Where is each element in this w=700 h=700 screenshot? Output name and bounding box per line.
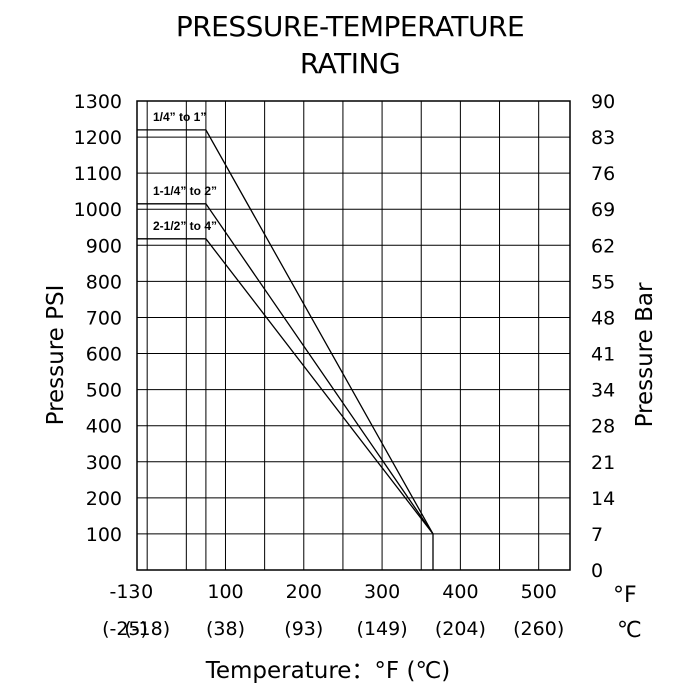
x-tick-label-f: 300	[364, 581, 400, 603]
y-tick-label-bar: 0	[591, 560, 603, 582]
y-tick-label-bar: 90	[591, 91, 615, 113]
y-tick-label-psi: 200	[86, 488, 122, 510]
x-tick-label-c: (204)	[435, 618, 486, 640]
y-tick-label-psi: 1300	[74, 91, 122, 113]
y-tick-label-psi: 700	[86, 308, 122, 330]
series-lines	[137, 129, 434, 570]
series-labels: 1/4” to 1” 1-1/4” to 2” 2-1/2” to 4”	[153, 110, 217, 233]
x-axis-label: Temperature：°F (℃)	[205, 658, 451, 684]
series-line-2	[137, 203, 434, 535]
y-tick-label-psi: 1100	[74, 163, 122, 185]
chart-title-line2: RATING	[299, 47, 401, 80]
y-tick-label-bar: 76	[591, 163, 615, 185]
y-tick-label-bar: 48	[591, 308, 615, 330]
y-tick-label-psi: 500	[86, 380, 122, 402]
series-label-3: 2-1/2” to 4”	[153, 219, 217, 233]
y-tick-label-psi: 600	[86, 344, 122, 366]
x-tick-label-f: 100	[207, 581, 243, 603]
y-tick-label-bar: 62	[591, 235, 615, 257]
tick-labels: 1002003004005006007008009001000110012001…	[74, 91, 616, 640]
x-tick-label-f: 500	[521, 581, 557, 603]
y-axis-label-psi: Pressure PSI	[43, 285, 69, 426]
x-tick-label-f: 200	[286, 581, 322, 603]
y-tick-label-bar: 28	[591, 416, 615, 438]
y-tick-label-psi: 300	[86, 452, 122, 474]
y-tick-label-bar: 34	[591, 380, 615, 402]
x-tick-label-c: (93)	[284, 618, 323, 640]
x-unit-c: ℃	[617, 618, 642, 643]
y-tick-label-psi: 800	[86, 271, 122, 293]
y-tick-label-psi: 100	[86, 524, 122, 546]
y-tick-label-bar: 69	[591, 199, 615, 221]
y-tick-label-psi: 1200	[74, 127, 122, 149]
series-line-3	[137, 238, 434, 535]
series-line-1	[137, 129, 434, 570]
x-tick-label-f: 400	[442, 581, 478, 603]
x-tick-label-c: (260)	[513, 618, 564, 640]
plot-frame	[136, 100, 571, 571]
x-tick-label-c: (-25)	[102, 618, 148, 640]
y-axis-label-bar: Pressure Bar	[632, 282, 658, 427]
x-tick-label-c: (38)	[206, 618, 245, 640]
y-tick-label-psi: 1000	[74, 199, 122, 221]
y-tick-label-bar: 41	[591, 344, 615, 366]
x-tick-label-f: 0	[141, 581, 153, 603]
y-tick-label-bar: 14	[591, 488, 615, 510]
y-tick-label-psi: 900	[86, 235, 122, 257]
series-label-2: 1-1/4” to 2”	[153, 184, 217, 198]
y-tick-label-bar: 83	[591, 127, 615, 149]
grid	[136, 100, 571, 571]
y-tick-label-bar: 21	[591, 452, 615, 474]
y-tick-label-psi: 400	[86, 416, 122, 438]
chart-title-line1: PRESSURE-TEMPERATURE	[175, 10, 525, 43]
x-tick-label-c: (-18)	[124, 618, 170, 640]
x-tick-label-f: -13	[109, 581, 140, 603]
y-tick-label-bar: 7	[591, 524, 603, 546]
x-unit-f: °F	[613, 583, 637, 608]
series-label-1: 1/4” to 1”	[153, 110, 206, 124]
y-tick-label-bar: 55	[591, 271, 615, 293]
x-tick-label-c: (149)	[357, 618, 408, 640]
